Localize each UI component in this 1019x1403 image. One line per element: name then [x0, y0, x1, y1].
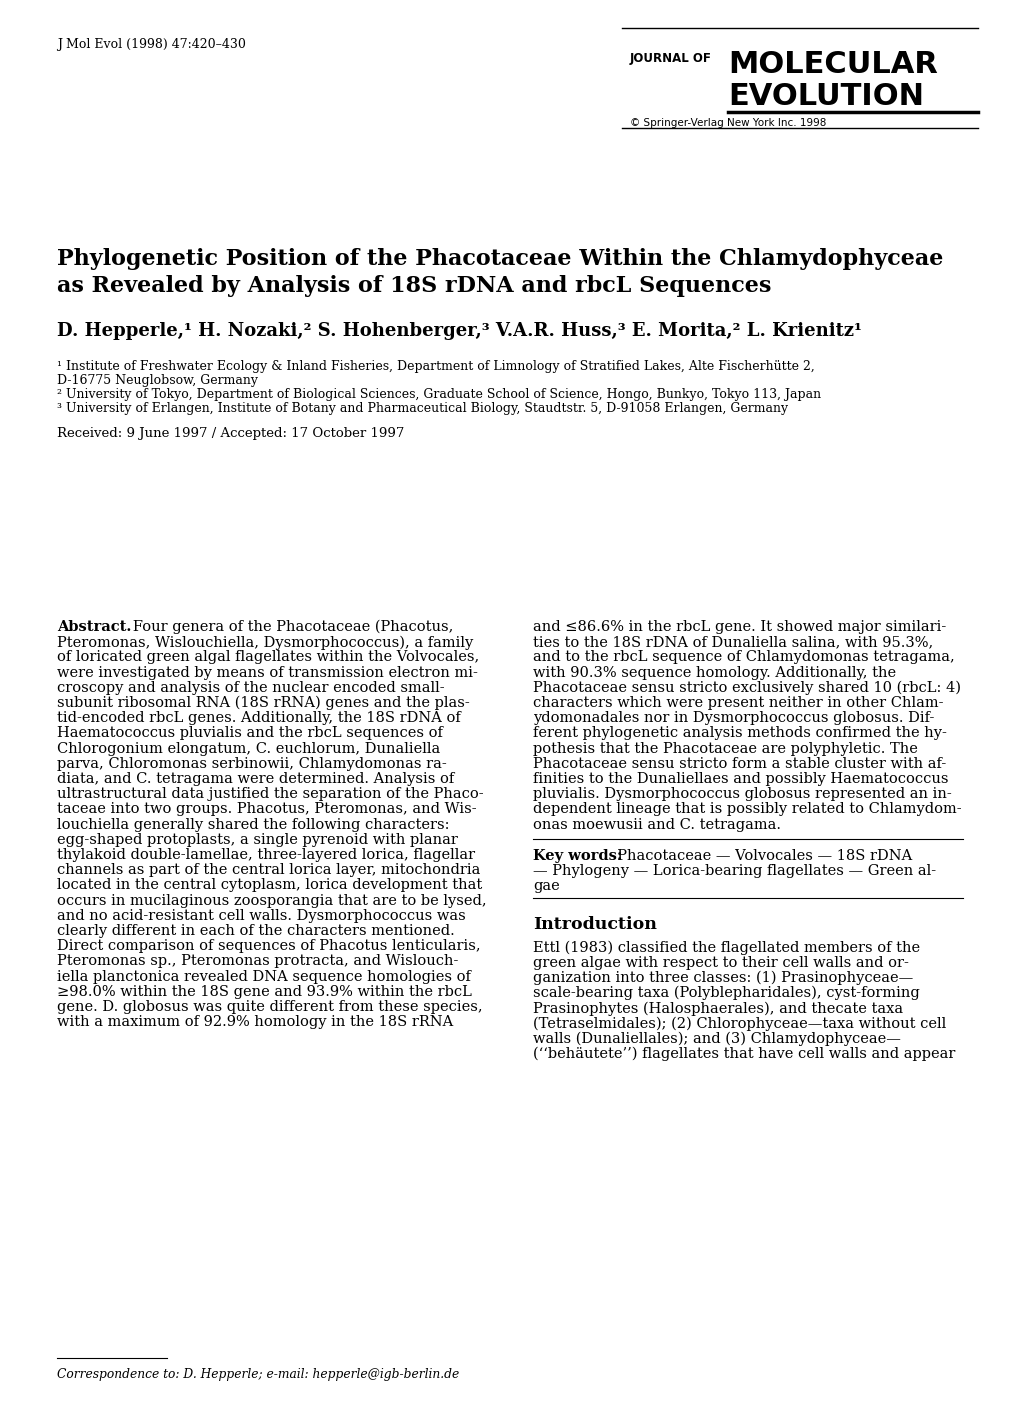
Text: pothesis that the Phacotaceae are polyphyletic. The: pothesis that the Phacotaceae are polyph… [533, 742, 917, 756]
Text: with a maximum of 92.9% homology in the 18S rRNA: with a maximum of 92.9% homology in the … [57, 1016, 452, 1030]
Text: Pteromonas, Wislouchiella, Dysmorphococcus), a family: Pteromonas, Wislouchiella, Dysmorphococc… [57, 636, 473, 650]
Text: and to the rbcL sequence of Chlamydomonas tetragama,: and to the rbcL sequence of Chlamydomona… [533, 651, 954, 665]
Text: gae: gae [533, 880, 559, 894]
Text: (‘‘behäutete’’) flagellates that have cell walls and appear: (‘‘behäutete’’) flagellates that have ce… [533, 1047, 955, 1061]
Text: Phacotaceae sensu stricto exclusively shared 10 (rbcL: 4): Phacotaceae sensu stricto exclusively sh… [533, 680, 960, 696]
Text: Phacotaceae — Volvocales — 18S rDNA: Phacotaceae — Volvocales — 18S rDNA [607, 849, 911, 863]
Text: ≥98.0% within the 18S gene and 93.9% within the rbcL: ≥98.0% within the 18S gene and 93.9% wit… [57, 985, 472, 999]
Text: clearly different in each of the characters mentioned.: clearly different in each of the charact… [57, 925, 454, 939]
Text: Chlorogonium elongatum, C. euchlorum, Dunaliella: Chlorogonium elongatum, C. euchlorum, Du… [57, 742, 440, 756]
Text: scale-bearing taxa (Polyblepharidales), cyst-forming: scale-bearing taxa (Polyblepharidales), … [533, 986, 919, 1000]
Text: and no acid-resistant cell walls. Dysmorphococcus was: and no acid-resistant cell walls. Dysmor… [57, 909, 466, 923]
Text: walls (Dunaliellales); and (3) Chlamydophyceae—: walls (Dunaliellales); and (3) Chlamydop… [533, 1031, 900, 1047]
Text: iella planctonica revealed DNA sequence homologies of: iella planctonica revealed DNA sequence … [57, 969, 471, 984]
Text: louchiella generally shared the following characters:: louchiella generally shared the followin… [57, 818, 449, 832]
Text: Key words:: Key words: [533, 849, 622, 863]
Text: channels as part of the central lorica layer, mitochondria: channels as part of the central lorica l… [57, 863, 480, 877]
Text: tid-encoded rbcL genes. Additionally, the 18S rDNA of: tid-encoded rbcL genes. Additionally, th… [57, 711, 461, 725]
Text: Ettl (1983) classified the flagellated members of the: Ettl (1983) classified the flagellated m… [533, 940, 919, 955]
Text: thylakoid double-lamellae, three-layered lorica, flagellar: thylakoid double-lamellae, three-layered… [57, 847, 475, 861]
Text: Phacotaceae sensu stricto form a stable cluster with af-: Phacotaceae sensu stricto form a stable … [533, 756, 946, 770]
Text: as Revealed by Analysis of 18S rDNA and rbcL Sequences: as Revealed by Analysis of 18S rDNA and … [57, 275, 770, 297]
Text: taceae into two groups. Phacotus, Pteromonas, and Wis-: taceae into two groups. Phacotus, Pterom… [57, 803, 476, 817]
Text: ydomonadales nor in Dysmorphococcus globosus. Dif-: ydomonadales nor in Dysmorphococcus glob… [533, 711, 933, 725]
Text: JOURNAL OF: JOURNAL OF [630, 52, 711, 65]
Text: ¹ Institute of Freshwater Ecology & Inland Fisheries, Department of Limnology of: ¹ Institute of Freshwater Ecology & Inla… [57, 361, 814, 373]
Text: Introduction: Introduction [533, 916, 656, 933]
Text: Four genera of the Phacotaceae (Phacotus,: Four genera of the Phacotaceae (Phacotus… [119, 620, 452, 634]
Text: ³ University of Erlangen, Institute of Botany and Pharmaceutical Biology, Staudt: ³ University of Erlangen, Institute of B… [57, 403, 788, 415]
Text: egg-shaped protoplasts, a single pyrenoid with planar: egg-shaped protoplasts, a single pyrenoi… [57, 833, 458, 847]
Text: pluvialis. Dysmorphococcus globosus represented an in-: pluvialis. Dysmorphococcus globosus repr… [533, 787, 951, 801]
Text: green algae with respect to their cell walls and or-: green algae with respect to their cell w… [533, 955, 908, 969]
Text: finities to the Dunaliellaes and possibly Haematococcus: finities to the Dunaliellaes and possibl… [533, 772, 948, 786]
Text: Correspondence to: D. Hepperle; e-mail: hepperle@igb-berlin.de: Correspondence to: D. Hepperle; e-mail: … [57, 1368, 459, 1381]
Text: Abstract.: Abstract. [57, 620, 131, 634]
Text: Haematococcus pluvialis and the rbcL sequences of: Haematococcus pluvialis and the rbcL seq… [57, 727, 442, 741]
Text: onas moewusii and C. tetragama.: onas moewusii and C. tetragama. [533, 818, 781, 832]
Text: diata, and C. tetragama were determined. Analysis of: diata, and C. tetragama were determined.… [57, 772, 453, 786]
Text: Received: 9 June 1997 / Accepted: 17 October 1997: Received: 9 June 1997 / Accepted: 17 Oct… [57, 427, 404, 441]
Text: Prasinophytes (Halosphaerales), and thecate taxa: Prasinophytes (Halosphaerales), and thec… [533, 1002, 902, 1016]
Text: characters which were present neither in other Chlam-: characters which were present neither in… [533, 696, 943, 710]
Text: EVOLUTION: EVOLUTION [728, 81, 923, 111]
Text: J Mol Evol (1998) 47:420–430: J Mol Evol (1998) 47:420–430 [57, 38, 246, 51]
Text: with 90.3% sequence homology. Additionally, the: with 90.3% sequence homology. Additional… [533, 665, 896, 679]
Text: gene. D. globosus was quite different from these species,: gene. D. globosus was quite different fr… [57, 1000, 482, 1014]
Text: located in the central cytoplasm, lorica development that: located in the central cytoplasm, lorica… [57, 878, 482, 892]
Text: croscopy and analysis of the nuclear encoded small-: croscopy and analysis of the nuclear enc… [57, 680, 444, 694]
Text: were investigated by means of transmission electron mi-: were investigated by means of transmissi… [57, 665, 478, 679]
Text: ferent phylogenetic analysis methods confirmed the hy-: ferent phylogenetic analysis methods con… [533, 727, 946, 741]
Text: of loricated green algal flagellates within the Volvocales,: of loricated green algal flagellates wit… [57, 651, 479, 665]
Text: occurs in mucilaginous zoosporangia that are to be lysed,: occurs in mucilaginous zoosporangia that… [57, 894, 486, 908]
Text: and ≤86.6% in the rbcL gene. It showed major similari-: and ≤86.6% in the rbcL gene. It showed m… [533, 620, 946, 634]
Text: D. Hepperle,¹ H. Nozaki,² S. Hohenberger,³ V.A.R. Huss,³ E. Morita,² L. Krienitz: D. Hepperle,¹ H. Nozaki,² S. Hohenberger… [57, 323, 861, 340]
Text: ties to the 18S rDNA of Dunaliella salina, with 95.3%,: ties to the 18S rDNA of Dunaliella salin… [533, 636, 932, 650]
Text: subunit ribosomal RNA (18S rRNA) genes and the plas-: subunit ribosomal RNA (18S rRNA) genes a… [57, 696, 470, 710]
Text: D-16775 Neuglobsow, Germany: D-16775 Neuglobsow, Germany [57, 375, 258, 387]
Text: Pteromonas sp., Pteromonas protracta, and Wislouch-: Pteromonas sp., Pteromonas protracta, an… [57, 954, 458, 968]
Text: ² University of Tokyo, Department of Biological Sciences, Graduate School of Sci: ² University of Tokyo, Department of Bio… [57, 389, 820, 401]
Text: © Springer-Verlag New York Inc. 1998: © Springer-Verlag New York Inc. 1998 [630, 118, 825, 128]
Text: Direct comparison of sequences of Phacotus lenticularis,: Direct comparison of sequences of Phacot… [57, 939, 480, 953]
Text: dependent lineage that is possibly related to Chlamydom-: dependent lineage that is possibly relat… [533, 803, 961, 817]
Text: Phylogenetic Position of the Phacotaceae Within the Chlamydophyceae: Phylogenetic Position of the Phacotaceae… [57, 248, 943, 269]
Text: ganization into three classes: (1) Prasinophyceae—: ganization into three classes: (1) Prasi… [533, 971, 912, 985]
Text: — Phylogeny — Lorica-bearing flagellates — Green al-: — Phylogeny — Lorica-bearing flagellates… [533, 864, 935, 878]
Text: ultrastructural data justified the separation of the Phaco-: ultrastructural data justified the separ… [57, 787, 483, 801]
Text: (Tetraselmidales); (2) Chlorophyceae—taxa without cell: (Tetraselmidales); (2) Chlorophyceae—tax… [533, 1016, 946, 1031]
Text: parva, Chloromonas serbinowii, Chlamydomonas ra-: parva, Chloromonas serbinowii, Chlamydom… [57, 756, 446, 770]
Text: MOLECULAR: MOLECULAR [728, 51, 936, 79]
